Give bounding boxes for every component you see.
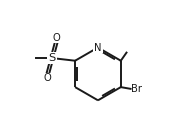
Text: O: O: [44, 73, 52, 83]
Text: Br: Br: [131, 84, 142, 94]
Text: O: O: [53, 33, 60, 43]
Text: N: N: [94, 43, 102, 53]
Text: S: S: [48, 53, 56, 63]
